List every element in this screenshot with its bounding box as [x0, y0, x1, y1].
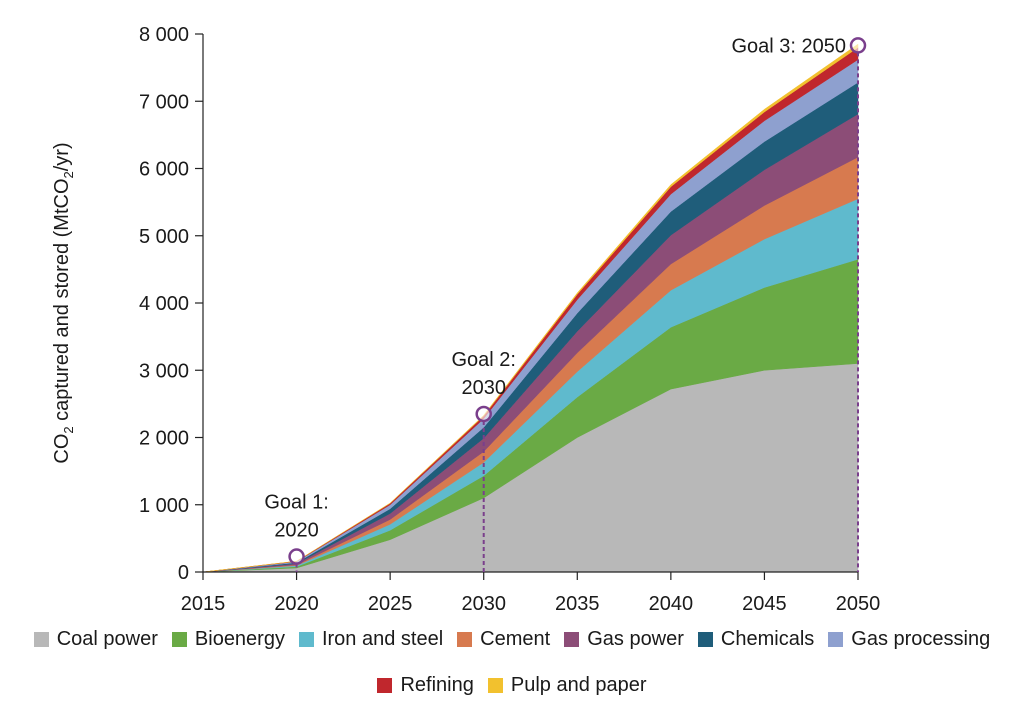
y-tick-label: 4 000 — [139, 293, 189, 315]
goal-3-marker — [849, 37, 867, 54]
legend-item-gas-processing: Gas processing — [828, 628, 990, 651]
legend-swatch-gas-power — [564, 632, 580, 647]
x-tick-label: 2050 — [836, 593, 881, 615]
legend-swatch-bioenergy — [171, 632, 187, 647]
legend-swatch-refining — [377, 678, 393, 693]
legend-swatch-cement — [457, 632, 473, 647]
legend-swatch-gas-processing — [828, 632, 844, 647]
goal-1-marker — [288, 548, 305, 565]
legend-label-pulp-and-paper: Pulp and paper — [510, 674, 647, 696]
x-tick-label: 2040 — [649, 593, 694, 615]
x-tick-label: 2045 — [742, 593, 787, 615]
legend-row-1: Coal power Bioenergy Iron and steel Cement G… — [0, 628, 1024, 651]
x-tick-label: 2025 — [368, 593, 413, 615]
legend-swatch-pulp-and-paper — [487, 678, 503, 693]
y-tick-label: 3 000 — [139, 360, 189, 382]
goal-2-marker — [475, 405, 492, 423]
legend-label-iron-and-steel: Iron and steel — [321, 628, 444, 650]
legend-item-chemicals: Chemicals — [697, 628, 815, 651]
legend-swatch-coal-power — [33, 632, 49, 647]
legend-label-coal-power: Coal power — [56, 628, 158, 650]
y-tick-label: 0 — [178, 562, 189, 584]
legend-row-2: Refining Pulp and paper — [0, 674, 1024, 697]
legend-label-bioenergy: Bioenergy — [194, 628, 285, 650]
x-tick-label: 2020 — [274, 593, 319, 615]
y-tick-label: 1 000 — [139, 495, 189, 517]
legend-item-refining: Refining — [377, 674, 474, 697]
goal-3-label: Goal 3: 2050 — [731, 35, 846, 57]
x-tick-label: 2015 — [181, 593, 226, 615]
y-tick-label: 6 000 — [139, 159, 189, 181]
legend-item-coal-power: Coal power — [33, 628, 158, 651]
legend-label-chemicals: Chemicals — [720, 628, 815, 650]
goal-2-label-line-1: Goal 2: — [451, 349, 515, 371]
legend-label-refining: Refining — [400, 674, 474, 696]
x-tick-label: 2035 — [555, 593, 600, 615]
legend-label-cement: Cement — [480, 628, 551, 650]
y-tick-label: 7 000 — [139, 91, 189, 113]
legend-item-pulp-and-paper: Pulp and paper — [487, 674, 647, 697]
legend-label-gas-processing: Gas processing — [851, 628, 991, 650]
y-tick-label: 8 000 — [139, 24, 189, 46]
legend-label-gas-power: Gas power — [587, 628, 684, 650]
goal-1-label-line-2: 2020 — [274, 520, 319, 542]
legend-swatch-iron-and-steel — [298, 632, 314, 647]
legend-item-gas-power: Gas power — [564, 628, 684, 651]
legend-item-cement: Cement — [457, 628, 550, 651]
y-tick-label: 2 000 — [139, 428, 189, 450]
legend-item-bioenergy: Bioenergy — [171, 628, 285, 651]
legend-swatch-chemicals — [697, 632, 713, 647]
x-tick-label: 2030 — [461, 593, 506, 615]
legend-item-iron-and-steel: Iron and steel — [298, 628, 444, 651]
goal-1-label-line-1: Goal 1: — [264, 492, 328, 514]
y-axis-label: CO2 captured and stored (MtCO2/yr) — [51, 142, 76, 463]
goal-2-label-line-2: 2030 — [461, 377, 506, 399]
area-chart: 0 1 000 2 000 3 000 4 000 5 000 6 000 7 000 8 00… — [51, 24, 881, 615]
y-tick-label: 5 000 — [139, 226, 189, 248]
